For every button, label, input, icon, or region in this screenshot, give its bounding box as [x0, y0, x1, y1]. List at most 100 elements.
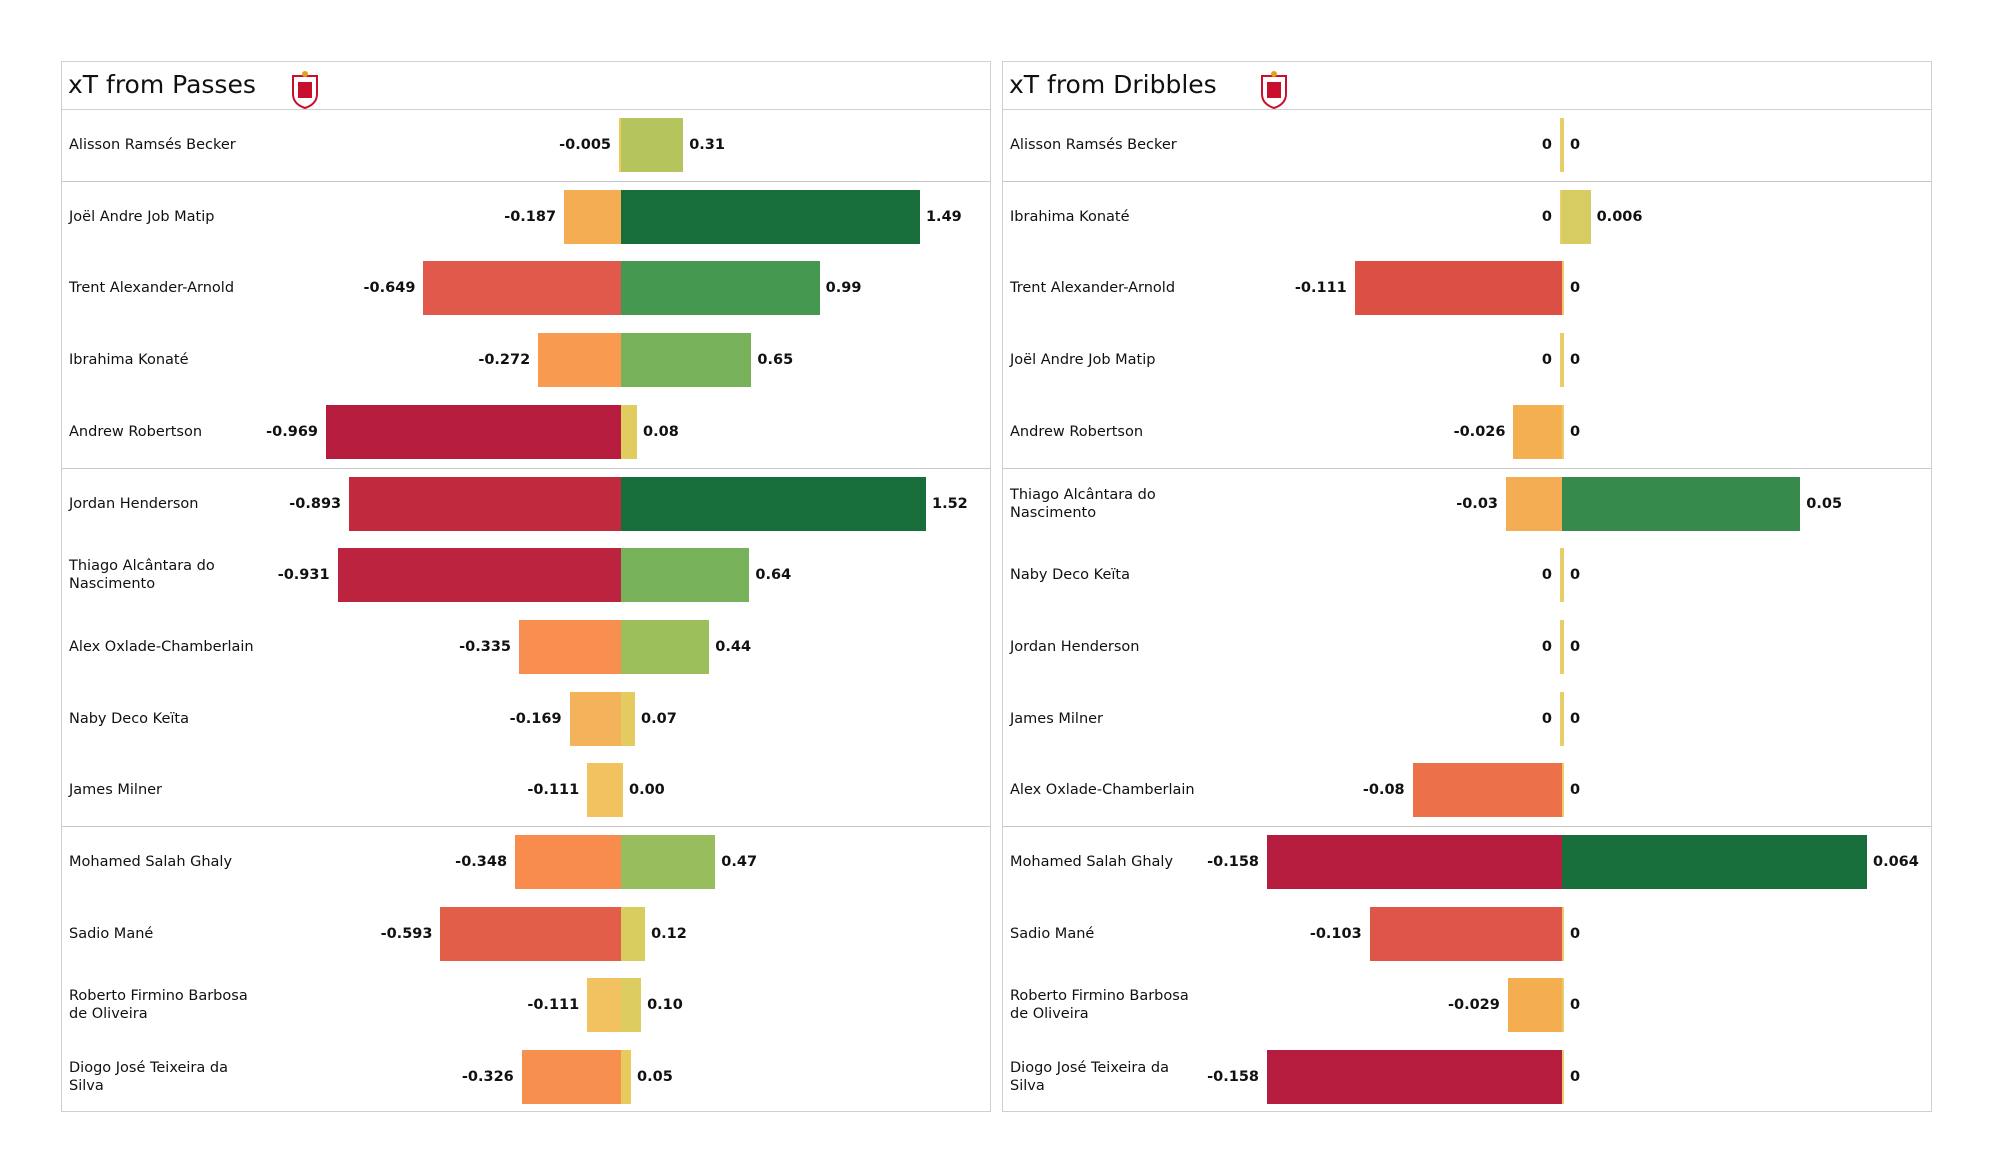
bar-positive — [621, 118, 684, 172]
bar-negative — [519, 619, 621, 674]
bar-negative — [349, 476, 621, 531]
header-line — [1003, 109, 1931, 110]
header-line — [62, 109, 990, 110]
player-name: Thiago Alcântara do Nascimento — [69, 558, 215, 593]
club-logo — [1261, 71, 1287, 110]
bar-positive — [621, 1050, 632, 1105]
player-name: Alex Oxlade-Chamberlain — [1010, 782, 1195, 799]
value-label: -0.026 — [1453, 423, 1506, 440]
bar-positive — [621, 404, 638, 459]
value-label: -0.649 — [363, 280, 416, 297]
value-label: 0 — [1570, 1069, 1581, 1086]
bar-negative — [619, 118, 621, 172]
player-name: Joël Andre Job Matip — [69, 208, 215, 225]
bar-positive — [1562, 763, 1564, 818]
value-label: 0.08 — [643, 423, 679, 440]
value-label: 1.52 — [932, 495, 968, 512]
value-label: 0.65 — [757, 352, 794, 369]
bar-positive — [621, 978, 642, 1033]
player-name: Andrew Robertson — [69, 423, 203, 440]
bar-positive — [621, 691, 636, 746]
value-label: 0 — [1541, 208, 1552, 225]
player-name: Alisson Ramsés Becker — [1010, 137, 1177, 153]
player-name: Mohamed Salah Ghaly — [1010, 854, 1174, 870]
bar-negative — [1560, 619, 1562, 674]
value-label: -0.893 — [289, 495, 342, 512]
value-label: -0.969 — [266, 423, 318, 440]
bar-negative — [440, 906, 621, 961]
value-label: 0 — [1570, 925, 1581, 942]
bar-negative — [1505, 476, 1562, 531]
panel: xT from Passes Alisson Ramsés Becker -0.0… — [61, 61, 991, 1112]
player-name: Alex Oxlade-Chamberlain — [69, 638, 254, 655]
value-label: 0 — [1570, 997, 1581, 1014]
value-label: -0.03 — [1456, 495, 1498, 512]
value-label: 0.12 — [651, 925, 687, 942]
bar-negative — [587, 763, 621, 818]
value-label: 0 — [1570, 567, 1581, 584]
bar-negative — [1560, 333, 1562, 388]
player-name: James Milner — [69, 782, 163, 799]
value-label: 0 — [1570, 423, 1581, 440]
bar-positive — [1562, 261, 1564, 316]
bar-positive — [621, 619, 710, 674]
value-label: -0.158 — [1207, 1069, 1259, 1086]
bar-positive — [621, 906, 646, 961]
bar-positive — [1562, 404, 1564, 459]
bar-negative — [423, 261, 621, 316]
value-label: -0.103 — [1309, 925, 1362, 942]
bar-negative — [538, 333, 621, 388]
bar-negative — [1267, 1050, 1562, 1105]
group-line — [1003, 826, 1931, 828]
value-label: 0.64 — [755, 567, 792, 584]
bar-positive — [621, 333, 752, 388]
player-name: Sadio Mané — [69, 925, 154, 942]
player-name: Ibrahima Konaté — [1010, 208, 1130, 225]
value-label: -0.335 — [459, 638, 512, 655]
player-name: Mohamed Salah Ghaly — [69, 854, 233, 870]
player-name: Trent Alexander-Arnold — [69, 280, 235, 297]
value-label: -0.272 — [478, 352, 531, 369]
bar-negative — [1560, 189, 1562, 244]
value-label: -0.169 — [509, 710, 562, 727]
panel-title: xT from Passes — [68, 70, 256, 99]
player-name: Diogo José Teixeira da Silva — [1010, 1060, 1169, 1095]
bar-positive — [1562, 835, 1867, 889]
bar-negative — [1513, 404, 1562, 459]
bar-negative — [1560, 691, 1562, 746]
value-label: -0.111 — [527, 997, 580, 1014]
bar-negative — [515, 835, 621, 889]
value-label: 0 — [1570, 710, 1581, 727]
value-label: 0 — [1570, 638, 1581, 655]
bar-positive — [1562, 619, 1564, 674]
bar-negative — [337, 548, 621, 603]
bar-negative — [587, 978, 621, 1033]
player-name: Trent Alexander-Arnold — [1010, 280, 1176, 297]
value-label: 0 — [1541, 710, 1552, 727]
value-label: 0.10 — [647, 997, 683, 1014]
value-label: 0 — [1541, 567, 1552, 584]
value-label: -0.005 — [559, 137, 611, 153]
bar-positive — [1562, 691, 1564, 746]
bar-negative — [569, 691, 621, 746]
bar-negative — [521, 1050, 621, 1105]
bar-negative — [1354, 261, 1562, 316]
group-line — [62, 826, 990, 828]
club-logo — [292, 71, 318, 110]
bar-positive — [1562, 476, 1801, 531]
value-label: 0 — [1570, 352, 1581, 369]
value-label: -0.187 — [504, 208, 557, 225]
value-label: 0.006 — [1596, 208, 1643, 225]
player-name: Joël Andre Job Matip — [1010, 352, 1156, 369]
value-label: -0.111 — [527, 782, 580, 799]
bar-positive — [1562, 548, 1564, 603]
player-name: Roberto Firmino Barbosa de Oliveira — [69, 988, 248, 1023]
panel-title: xT from Dribbles — [1009, 70, 1217, 99]
bar-negative — [1412, 763, 1562, 818]
bar-negative — [326, 404, 621, 459]
value-label: 0.99 — [825, 280, 862, 297]
value-label: 0.44 — [715, 638, 752, 655]
group-line — [62, 467, 990, 469]
bar-positive — [621, 763, 623, 818]
bar-positive — [1562, 978, 1564, 1033]
